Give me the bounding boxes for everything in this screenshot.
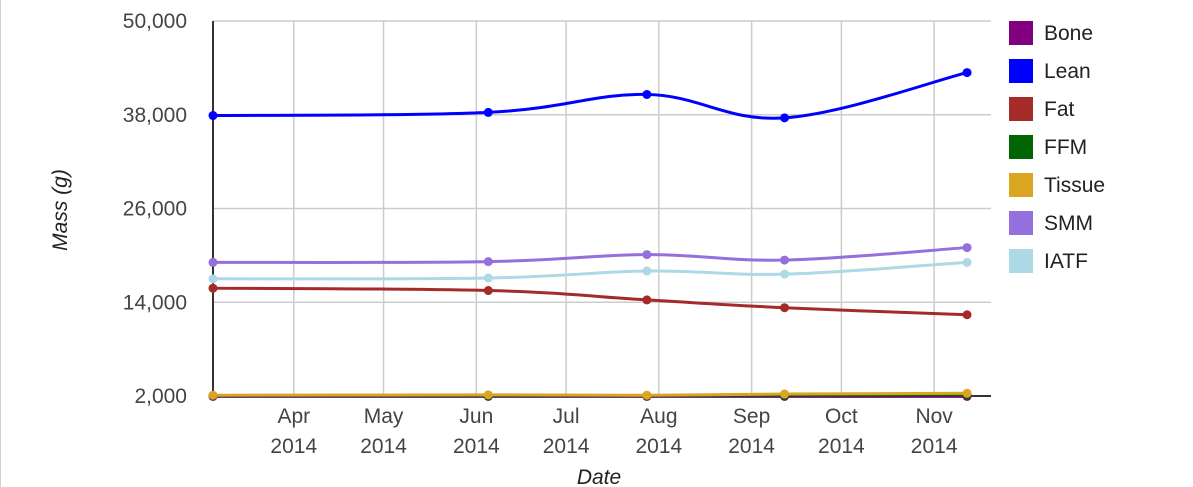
- data-point-smm: [962, 243, 972, 253]
- y-tick-label: 26,000: [123, 198, 187, 221]
- series-tissue: [208, 388, 972, 400]
- x-tick-label-year: 2014: [911, 435, 958, 458]
- grid: [213, 20, 991, 396]
- legend-entry-bone: Bone: [1009, 21, 1093, 45]
- data-point-smm: [208, 257, 218, 267]
- data-point-lean: [962, 68, 972, 78]
- series-line-lean: [212, 71, 968, 120]
- x-tick-label-year: 2014: [543, 435, 590, 458]
- legend-label: SMM: [1044, 212, 1093, 235]
- y-tick-labels: 2,000 14,000 26,000 38,000 50,000: [123, 10, 187, 408]
- legend-entry-iatf: IATF: [1009, 249, 1088, 273]
- x-tick-label-month: Nov: [915, 405, 953, 428]
- legend-label: FFM: [1044, 136, 1087, 159]
- series-smm: [208, 243, 972, 267]
- legend-label: Bone: [1044, 22, 1093, 45]
- series-fat: [208, 283, 972, 320]
- data-point-lean: [208, 111, 218, 121]
- data-point-tissue: [642, 390, 652, 400]
- x-tick-label-year: 2014: [818, 435, 865, 458]
- legend-swatch: [1009, 249, 1033, 273]
- y-axis-title: Mass (g): [49, 169, 72, 251]
- legend-entry-smm: SMM: [1009, 211, 1093, 235]
- legend-label: Lean: [1044, 60, 1091, 83]
- data-point-fat: [962, 310, 972, 320]
- series-line-iatf: [212, 260, 968, 281]
- x-tick-label-month: May: [364, 405, 404, 428]
- x-tick-label-year: 2014: [635, 435, 682, 458]
- legend-swatch: [1009, 211, 1033, 235]
- data-point-tissue: [780, 389, 790, 399]
- x-tick-label-month: Jul: [553, 405, 580, 428]
- x-tick-label-year: 2014: [270, 435, 317, 458]
- x-tick-label-month: Sep: [733, 405, 770, 428]
- data-point-smm: [483, 257, 493, 267]
- data-point-smm: [780, 255, 790, 265]
- legend-swatch: [1009, 135, 1033, 159]
- data-point-iatf: [642, 266, 652, 276]
- data-point-tissue: [208, 390, 218, 400]
- x-tick-label-month: Aug: [640, 405, 677, 428]
- data-point-iatf: [208, 274, 218, 284]
- data-point-tissue: [962, 388, 972, 398]
- series-line-smm: [212, 246, 968, 264]
- legend-swatch: [1009, 21, 1033, 45]
- series-iatf: [208, 257, 972, 284]
- legend-entry-ffm: FFM: [1009, 135, 1087, 159]
- legend-label: Fat: [1044, 98, 1075, 121]
- x-axis-title: Date: [577, 466, 621, 487]
- y-tick-label: 2,000: [134, 385, 187, 408]
- data-point-fat: [208, 283, 218, 293]
- data-point-smm: [642, 250, 652, 260]
- data-point-lean: [483, 107, 493, 117]
- y-tick-label: 50,000: [123, 10, 187, 33]
- series-line-fat: [212, 286, 968, 317]
- data-point-fat: [483, 286, 493, 296]
- series-lines: [208, 68, 972, 401]
- data-point-iatf: [962, 257, 972, 267]
- data-point-iatf: [780, 269, 790, 279]
- x-tick-label-month: Apr: [277, 405, 310, 428]
- x-tick-label-month: Oct: [825, 405, 858, 428]
- legend-entry-tissue: Tissue: [1009, 173, 1105, 197]
- y-tick-label: 14,000: [123, 291, 187, 314]
- x-tick-label-year: 2014: [360, 435, 407, 458]
- x-tick-labels: Apr 2014 May 2014 Jun 2014 Jul 2014 Aug 2014 Sep 20…: [270, 405, 957, 458]
- legend-entry-lean: Lean: [1009, 59, 1091, 83]
- legend-swatch: [1009, 59, 1033, 83]
- series-line-tissue: [212, 391, 968, 397]
- x-tick-label-year: 2014: [453, 435, 500, 458]
- data-point-fat: [642, 295, 652, 305]
- legend-label: Tissue: [1044, 174, 1105, 197]
- x-tick-label-month: Jun: [459, 405, 493, 428]
- legend-swatch: [1009, 97, 1033, 121]
- series-lean: [208, 68, 972, 123]
- legend-swatch: [1009, 173, 1033, 197]
- y-tick-label: 38,000: [123, 104, 187, 127]
- data-point-fat: [780, 303, 790, 313]
- data-point-lean: [780, 113, 790, 123]
- legend-label: IATF: [1044, 250, 1088, 273]
- data-point-tissue: [483, 390, 493, 400]
- x-tick-label-year: 2014: [728, 435, 775, 458]
- legend-entry-fat: Fat: [1009, 97, 1075, 121]
- data-point-lean: [642, 89, 652, 99]
- data-point-iatf: [483, 273, 493, 283]
- legend: Bone Lean Fat FFM Tissue SMM IATF: [1009, 21, 1105, 273]
